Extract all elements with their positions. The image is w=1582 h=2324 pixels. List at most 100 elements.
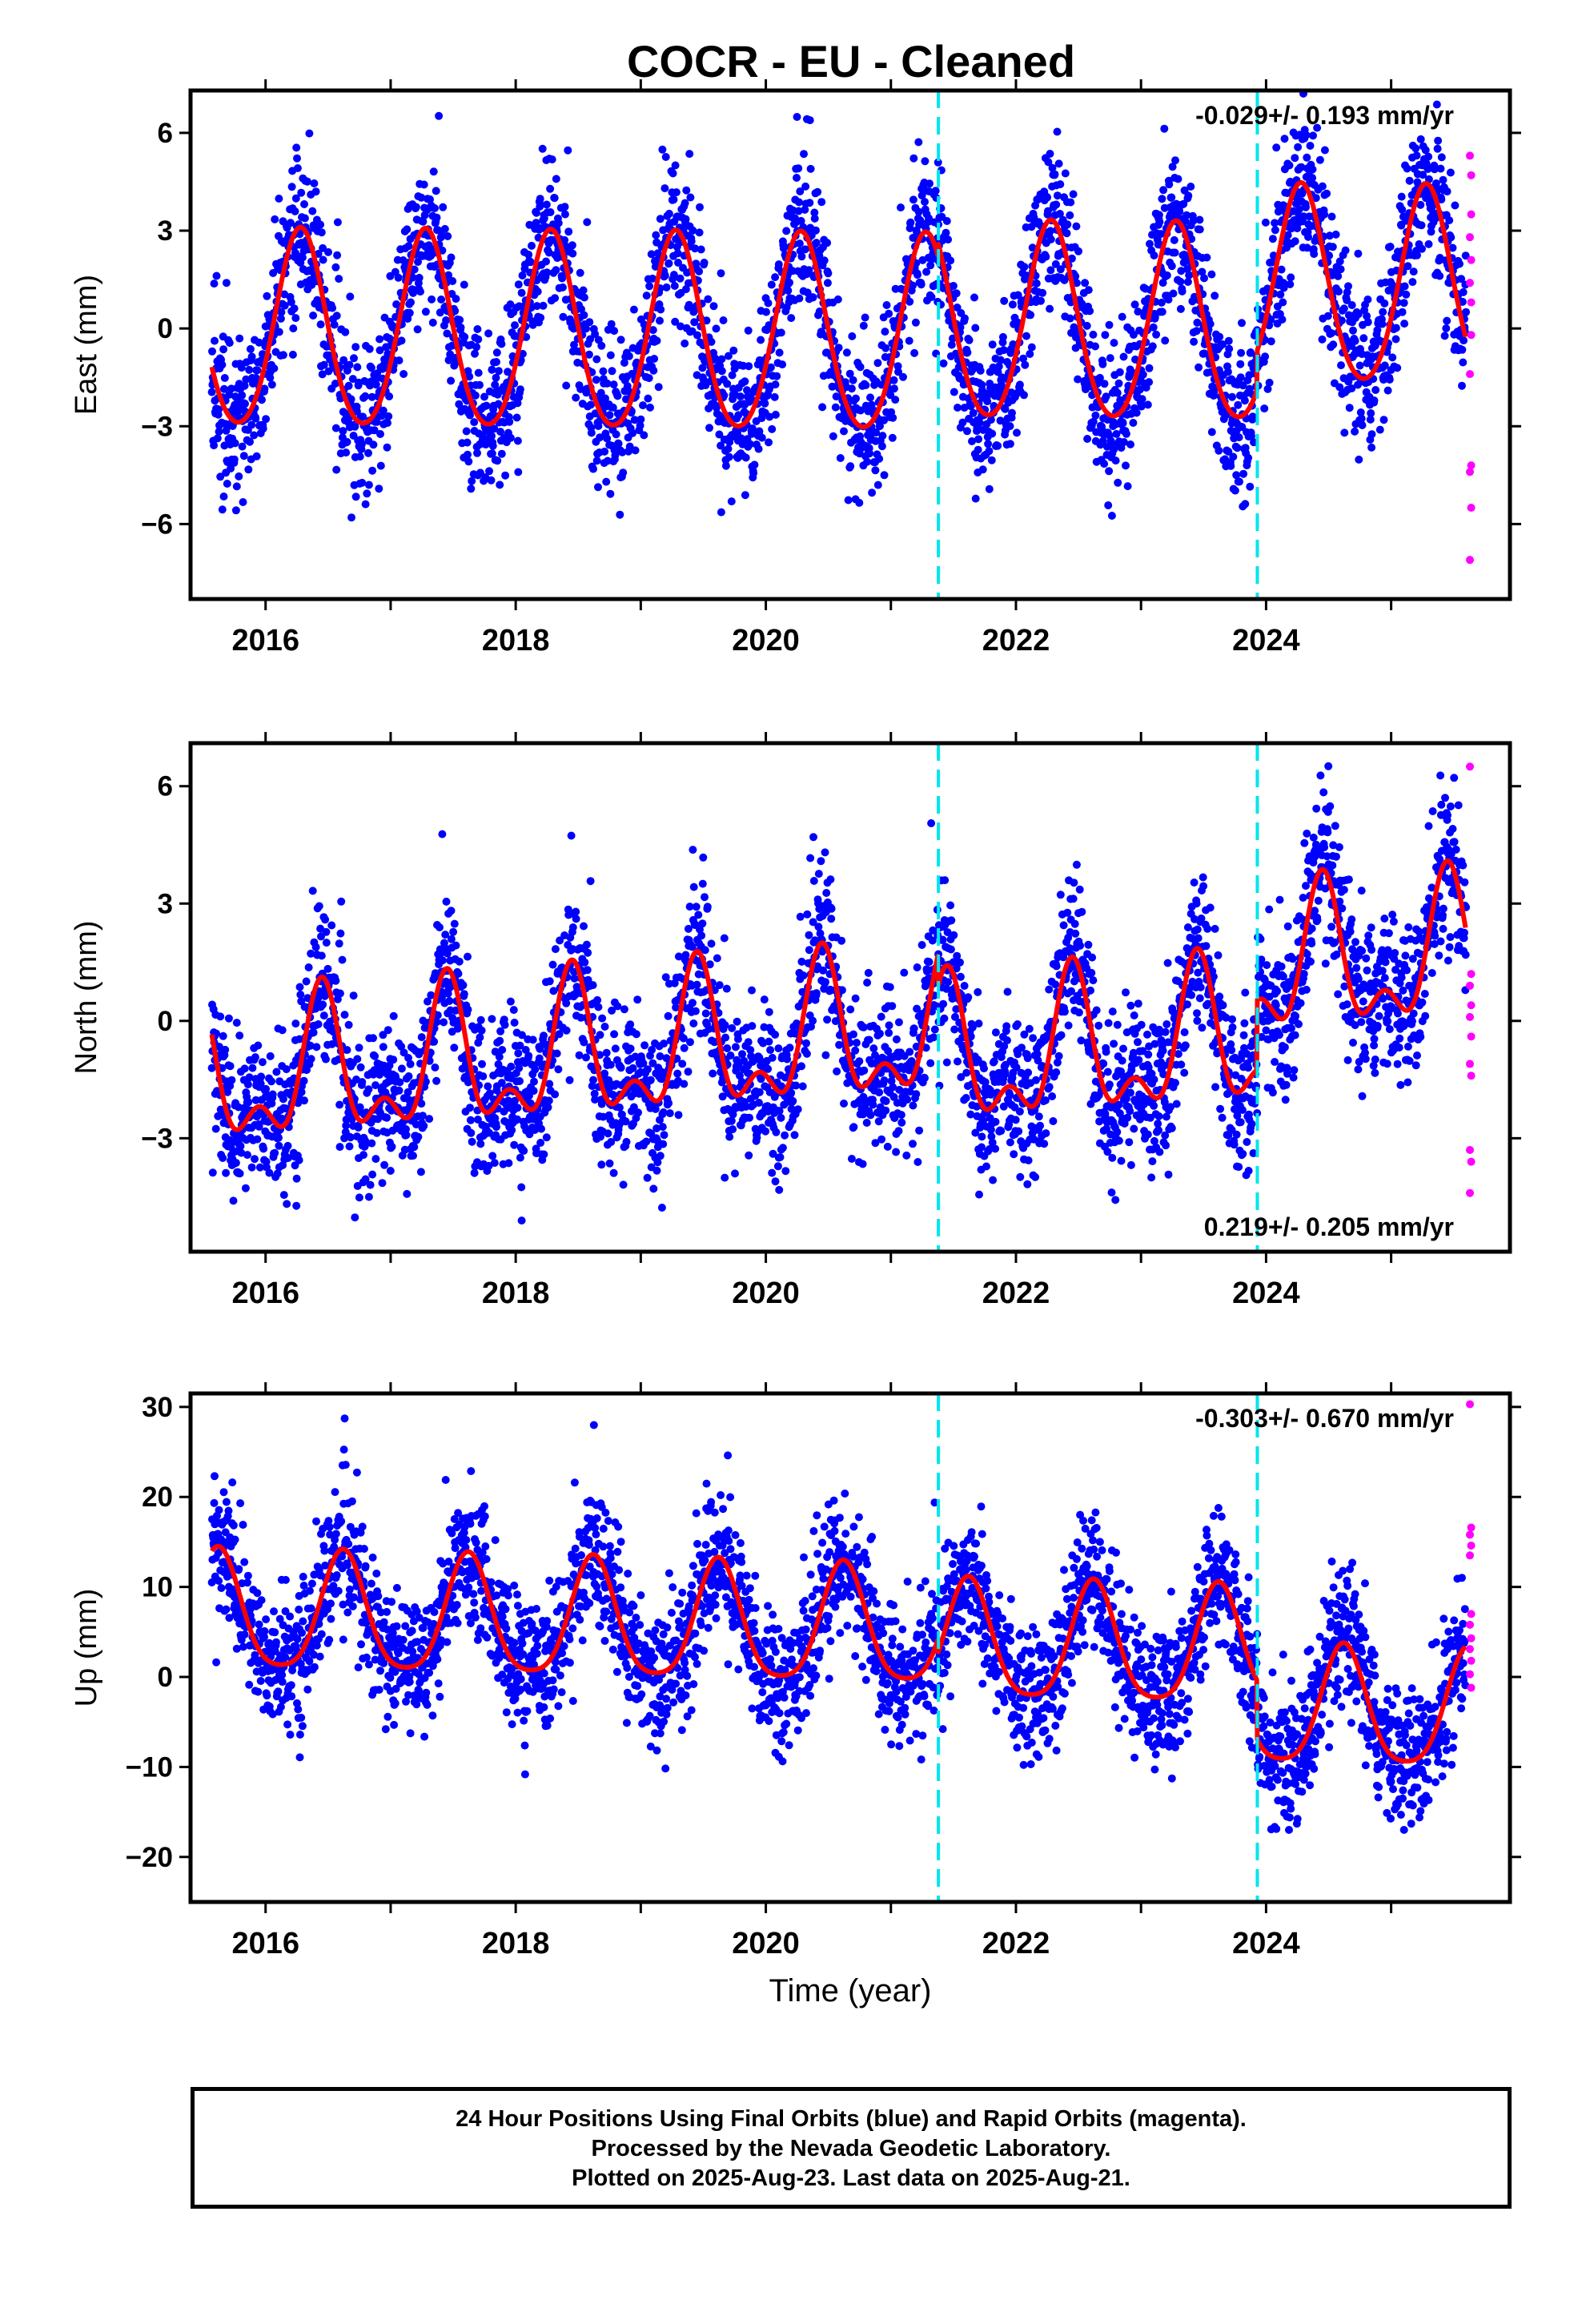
data-point bbox=[476, 1015, 485, 1024]
data-point bbox=[339, 356, 348, 364]
data-point bbox=[931, 187, 940, 195]
data-point bbox=[1084, 286, 1093, 295]
data-point bbox=[586, 335, 595, 344]
data-point bbox=[572, 393, 580, 402]
data-point bbox=[240, 381, 249, 390]
data-point bbox=[769, 1149, 777, 1158]
data-point bbox=[768, 1053, 777, 1062]
data-point bbox=[1340, 428, 1349, 437]
data-point bbox=[614, 440, 623, 448]
data-point bbox=[533, 287, 542, 296]
data-point bbox=[375, 346, 384, 355]
data-point bbox=[729, 346, 738, 355]
data-point bbox=[656, 1152, 665, 1160]
data-point bbox=[456, 316, 464, 324]
data-point bbox=[1458, 345, 1467, 354]
data-point bbox=[1095, 373, 1104, 382]
data-point bbox=[319, 1000, 327, 1009]
data-point bbox=[722, 984, 731, 993]
data-point bbox=[1433, 144, 1442, 153]
data-point bbox=[1356, 408, 1365, 416]
data-point bbox=[626, 1044, 635, 1053]
data-point bbox=[238, 442, 247, 451]
data-point bbox=[237, 364, 246, 372]
data-point bbox=[726, 1051, 735, 1059]
data-point bbox=[1101, 331, 1110, 340]
data-point bbox=[645, 282, 654, 291]
data-point bbox=[420, 180, 428, 189]
data-point bbox=[438, 830, 447, 838]
data-point bbox=[308, 207, 317, 215]
data-point bbox=[1164, 296, 1173, 304]
data-point bbox=[543, 268, 552, 277]
data-point bbox=[219, 1154, 227, 1162]
data-point bbox=[773, 1162, 782, 1171]
data-point bbox=[771, 1177, 780, 1186]
data-point bbox=[1225, 344, 1234, 353]
data-point bbox=[343, 1046, 351, 1055]
data-point bbox=[602, 1048, 611, 1057]
data-point bbox=[628, 428, 637, 437]
data-point bbox=[665, 209, 673, 218]
data-point bbox=[597, 341, 606, 350]
data-point bbox=[297, 188, 306, 197]
data-point bbox=[516, 1041, 524, 1050]
data-point bbox=[1397, 192, 1406, 201]
data-point bbox=[426, 195, 434, 203]
data-point bbox=[947, 340, 956, 349]
data-point bbox=[795, 239, 804, 248]
data-point bbox=[1323, 312, 1332, 320]
data-point bbox=[944, 235, 953, 244]
data-point bbox=[223, 480, 231, 488]
data-point bbox=[440, 1018, 448, 1027]
data-point bbox=[857, 406, 865, 415]
data-point bbox=[235, 1169, 244, 1178]
data-point bbox=[591, 1096, 600, 1104]
data-point bbox=[1236, 360, 1245, 368]
data-point bbox=[745, 440, 754, 448]
data-point bbox=[283, 1141, 292, 1150]
data-point bbox=[536, 202, 544, 211]
data-point bbox=[1447, 233, 1456, 242]
data-point bbox=[1072, 279, 1081, 287]
rapid-point bbox=[1466, 279, 1475, 287]
data-point bbox=[245, 1073, 254, 1082]
data-point bbox=[514, 1049, 523, 1058]
data-point bbox=[1313, 123, 1322, 132]
data-point bbox=[545, 977, 554, 986]
rapid-point bbox=[1467, 171, 1476, 179]
data-point bbox=[546, 184, 555, 193]
data-point bbox=[528, 1035, 537, 1044]
data-point bbox=[734, 411, 743, 420]
data-point bbox=[909, 195, 917, 204]
data-point bbox=[744, 326, 753, 335]
data-point bbox=[303, 177, 311, 186]
data-point bbox=[1160, 124, 1169, 133]
data-point bbox=[778, 360, 787, 369]
data-point bbox=[528, 241, 536, 250]
data-point bbox=[1195, 363, 1203, 372]
data-point bbox=[210, 279, 219, 288]
data-point bbox=[984, 440, 993, 448]
data-point bbox=[1402, 290, 1411, 299]
data-point bbox=[383, 1113, 391, 1122]
data-point bbox=[447, 253, 456, 262]
data-point bbox=[455, 957, 464, 966]
data-point bbox=[517, 1216, 526, 1225]
data-point bbox=[949, 282, 958, 290]
y-axis-label: East (mm) bbox=[70, 275, 103, 415]
data-point bbox=[1148, 342, 1157, 351]
data-point bbox=[695, 267, 704, 275]
data-point bbox=[646, 403, 654, 412]
data-point bbox=[721, 461, 730, 470]
data-point bbox=[863, 457, 872, 466]
data-point bbox=[1335, 287, 1343, 296]
data-point bbox=[1380, 361, 1389, 370]
data-point bbox=[419, 1112, 427, 1120]
data-point bbox=[681, 215, 690, 223]
data-point bbox=[636, 415, 645, 424]
data-point bbox=[1456, 259, 1464, 268]
data-point bbox=[493, 456, 502, 465]
data-point bbox=[717, 441, 725, 450]
